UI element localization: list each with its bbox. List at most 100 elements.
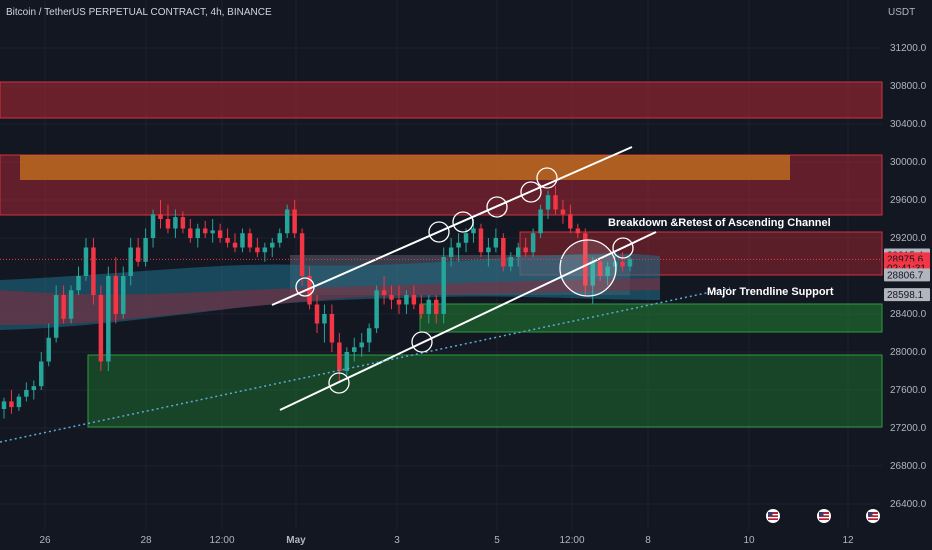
candle-body[interactable] xyxy=(419,304,424,315)
support-zone-lower[interactable] xyxy=(87,354,883,428)
candle-body[interactable] xyxy=(113,276,119,314)
candle-body[interactable] xyxy=(575,228,581,234)
candle-body[interactable] xyxy=(352,347,357,352)
candle-body[interactable] xyxy=(150,214,156,238)
candle-body[interactable] xyxy=(188,228,193,239)
candle-body[interactable] xyxy=(165,219,171,229)
candle-body[interactable] xyxy=(515,247,521,258)
candle-body[interactable] xyxy=(501,238,506,267)
candle-body[interactable] xyxy=(262,247,268,253)
us-flag-icon[interactable] xyxy=(817,509,831,523)
candle-body[interactable] xyxy=(434,299,439,314)
candle-body[interactable] xyxy=(24,390,29,397)
candle-body[interactable] xyxy=(143,238,148,262)
candle-body[interactable] xyxy=(344,352,350,371)
candle-body[interactable] xyxy=(396,299,402,305)
touch-circle[interactable] xyxy=(411,331,433,353)
candle-body[interactable] xyxy=(210,230,215,234)
candle-body[interactable] xyxy=(620,261,625,267)
candle-body[interactable] xyxy=(612,261,618,267)
time-axis[interactable]: 26 28 12:00 May 3 5 12:00 8 10 12 xyxy=(39,535,854,546)
candle-body[interactable] xyxy=(486,247,491,253)
candle-body[interactable] xyxy=(366,328,372,343)
candle-body[interactable] xyxy=(128,247,133,277)
candle-body[interactable] xyxy=(247,233,253,248)
candle-body[interactable] xyxy=(374,290,379,329)
candle-body[interactable] xyxy=(68,290,74,319)
candle-body[interactable] xyxy=(46,337,51,362)
candle-body[interactable] xyxy=(61,295,66,319)
candle-body[interactable] xyxy=(307,276,312,305)
candle-body[interactable] xyxy=(16,396,22,408)
orange-zone[interactable] xyxy=(20,155,790,180)
candle-body[interactable] xyxy=(9,401,14,408)
candle-body[interactable] xyxy=(389,295,394,300)
candle-body[interactable] xyxy=(31,386,37,390)
candle-body[interactable] xyxy=(270,242,275,248)
candle-body[interactable] xyxy=(493,238,499,248)
candle-body[interactable] xyxy=(158,214,163,219)
candle-body[interactable] xyxy=(463,233,469,243)
candle-body[interactable] xyxy=(553,195,558,210)
touch-circle[interactable] xyxy=(612,237,634,259)
candle-body[interactable] xyxy=(478,228,484,253)
candle-body[interactable] xyxy=(53,295,59,338)
us-flag-icon[interactable] xyxy=(766,509,780,523)
candle-body[interactable] xyxy=(545,195,551,210)
candle-body[interactable] xyxy=(314,304,320,324)
candle-body[interactable] xyxy=(441,257,446,314)
candle-body[interactable] xyxy=(590,261,595,286)
candle-body[interactable] xyxy=(448,247,454,258)
touch-circle[interactable] xyxy=(428,221,450,243)
candle-body[interactable] xyxy=(560,209,566,215)
candle-body[interactable] xyxy=(135,247,141,262)
price-axis[interactable]: USDT 31200.0 30800.0 30400.0 30000.0 29600.0… xyxy=(888,7,927,510)
candle-body[interactable] xyxy=(98,295,104,362)
candle-body[interactable] xyxy=(299,233,305,276)
candle-body[interactable] xyxy=(381,290,387,295)
candle-body[interactable] xyxy=(471,228,476,234)
candle-body[interactable] xyxy=(523,247,528,253)
touch-circle[interactable] xyxy=(520,181,542,203)
touch-circle[interactable] xyxy=(486,196,508,218)
candle-body[interactable] xyxy=(404,295,409,305)
candle-body[interactable] xyxy=(426,299,432,314)
candle-body[interactable] xyxy=(359,342,364,348)
candle-body[interactable] xyxy=(538,209,543,234)
candle-body[interactable] xyxy=(322,314,327,324)
candle-body[interactable] xyxy=(180,217,186,229)
candle-body[interactable] xyxy=(106,276,111,362)
candle-body[interactable] xyxy=(568,214,573,229)
candle-body[interactable] xyxy=(173,217,178,229)
touch-circle[interactable] xyxy=(328,372,350,394)
candle-body[interactable] xyxy=(217,230,223,238)
touch-circle[interactable] xyxy=(536,167,558,189)
candle-body[interactable] xyxy=(292,209,297,234)
candle-body[interactable] xyxy=(195,228,200,239)
candle-body[interactable] xyxy=(225,238,230,243)
candle-body[interactable] xyxy=(411,295,417,305)
resistance-zone-upper[interactable] xyxy=(0,81,883,119)
candle-body[interactable] xyxy=(202,228,208,234)
channel-lower-line[interactable] xyxy=(279,231,657,411)
candle-body[interactable] xyxy=(76,276,81,291)
major-trendline[interactable] xyxy=(0,287,731,443)
candle-body[interactable] xyxy=(232,242,238,248)
touch-circle[interactable] xyxy=(452,211,474,233)
candle-body[interactable] xyxy=(121,276,126,314)
candle-body[interactable] xyxy=(597,261,603,276)
channel-upper-line[interactable] xyxy=(271,146,633,306)
candle-body[interactable] xyxy=(1,401,7,409)
candle-body[interactable] xyxy=(255,247,260,253)
candle-body[interactable] xyxy=(337,342,342,372)
candle-body[interactable] xyxy=(456,242,461,248)
support-zone-upper[interactable] xyxy=(419,303,883,333)
candle-body[interactable] xyxy=(240,233,245,248)
touch-circle[interactable] xyxy=(295,277,315,297)
candle-body[interactable] xyxy=(329,314,335,343)
candle-body[interactable] xyxy=(91,247,96,296)
candle-body[interactable] xyxy=(277,233,282,243)
us-flag-icon[interactable] xyxy=(866,509,880,523)
candle-body[interactable] xyxy=(284,209,290,234)
